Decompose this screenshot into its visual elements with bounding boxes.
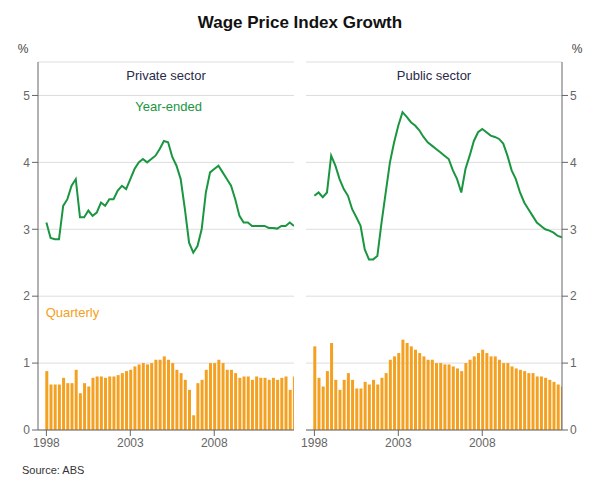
html-text:Source: ABS: Source: ABS [22, 464, 85, 476]
svg-text:2: 2 [570, 289, 577, 303]
svg-text:2008: 2008 [469, 436, 496, 450]
svg-text:4: 4 [570, 156, 577, 170]
svg-text:2: 2 [23, 289, 30, 303]
svg-text:1998: 1998 [301, 436, 328, 450]
html-text:Public sector: Public sector [396, 68, 472, 83]
svg-text:0: 0 [23, 423, 30, 437]
svg-text:1: 1 [570, 356, 577, 370]
svg-text:3: 3 [570, 223, 577, 237]
svg-text:4: 4 [23, 156, 30, 170]
svg-text:5: 5 [570, 89, 577, 103]
svg-text:5: 5 [23, 89, 30, 103]
html-text:Quarterly: Quarterly [45, 304, 100, 320]
svg-text:2003: 2003 [117, 436, 144, 450]
svg-text:2008: 2008 [201, 436, 228, 450]
html-text:Wage Price Index Growth: Wage Price Index Growth [197, 13, 403, 32]
svg-text:3: 3 [23, 223, 30, 237]
svg-text:0: 0 [570, 423, 577, 437]
svg-text:1: 1 [23, 356, 30, 370]
html-text:Year-ended: Year-ended [135, 98, 202, 114]
svg-text:1998: 1998 [33, 436, 60, 450]
html-text:Private sector: Private sector [126, 68, 206, 83]
svg-text:2003: 2003 [385, 436, 412, 450]
